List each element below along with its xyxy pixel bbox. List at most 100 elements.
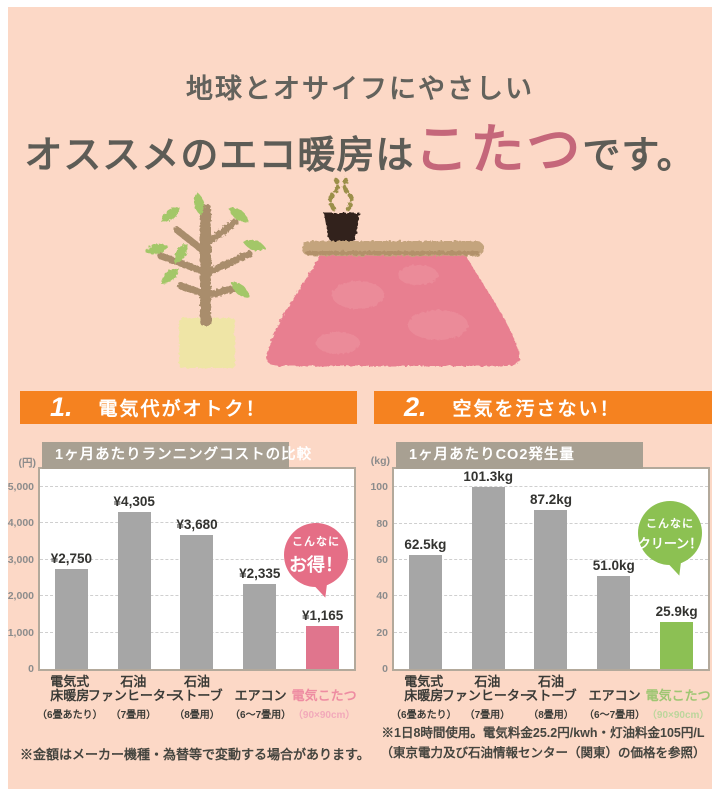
y-axis-tick: 5,000 [7, 480, 34, 493]
category-slot: 電気式 床暖房 （6畳あたり） [37, 674, 103, 722]
category-sublabel: （90×90cm） [292, 710, 356, 721]
chart1-title: 1ヶ月あたりランニングコストの比較 [55, 447, 313, 463]
bar [243, 583, 277, 669]
category-slot: 石油 ストーブ （8畳用） [165, 674, 229, 722]
category-label: エアコン [588, 688, 641, 703]
y-axis-tick: 80 [376, 517, 388, 530]
y-axis-tick: 4,000 [7, 517, 34, 530]
y-axis-tick: 100 [370, 481, 388, 494]
bar-value-label: 101.3kg [463, 469, 513, 484]
bars-row: 62.5kg 101.3kg 87.2kg 51.0kg 25.9kg [394, 469, 708, 669]
chart2-unit-label: (kg) [370, 455, 390, 467]
category-sublabel: （8畳用） [174, 710, 220, 721]
bar-slot: 87.2kg [520, 469, 583, 669]
headline-main: オススメのエコ暖房はこたつです。 [8, 105, 712, 184]
bar [534, 510, 568, 669]
bar-value-label: 87.2kg [529, 492, 572, 508]
section1-number: 1. [50, 392, 73, 422]
potted-plant-icon [145, 192, 267, 368]
category-slot: 石油 ファンヒーター （7畳用） [442, 675, 533, 722]
callout-bubble: こんなにお得！ [284, 523, 348, 600]
category-label: 電気式 床暖房 [404, 674, 444, 703]
bars-row: ¥2,750 ¥4,305 ¥3,680 ¥2,335 ¥1,165 [40, 469, 354, 669]
category-label: 石油 ファンヒーター [441, 674, 533, 703]
bar-value-label: 51.0kg [592, 558, 635, 574]
bar-value-label: 25.9kg [655, 603, 698, 619]
bar [471, 487, 505, 669]
cost-section: 1. 電気代がオトク！ 1ヶ月あたりランニングコストの比較 (円) 0 1,000… [8, 391, 370, 781]
category-sublabel: （90×90cm） [646, 710, 710, 721]
bar-slot: ¥4,305 [103, 469, 166, 669]
category-label: 電気こたつ [645, 688, 711, 703]
chart1-title-bar: 1ヶ月あたりランニングコストの比較 [42, 442, 311, 469]
category-slot: 電気式 床暖房 （6畳あたり） [391, 674, 457, 722]
bar [54, 568, 88, 669]
gridline [40, 485, 354, 487]
co2-footnote-line2: （東京電力及び石油情報センター（関東）の価格を参照） [380, 746, 706, 760]
kotatsu-icon [266, 177, 520, 366]
steam-icon [328, 177, 354, 212]
bar-slot: 25.9kg [645, 469, 708, 669]
category-sublabel: （7畳用） [464, 710, 511, 721]
chart2-title-bar: 1ヶ月あたりCO2発生量 [396, 442, 643, 469]
chart2-category-axis: 電気式 床暖房 （6畳あたり） 石油 ファンヒーター （7畳用） 石油 ストーブ （8畳用） エア… [391, 674, 711, 722]
category-sublabel: （8畳用） [528, 710, 574, 721]
bar-slot: 101.3kg [457, 469, 520, 669]
headline-highlight-kotatsu: こたつ [414, 120, 583, 180]
bar-slot: ¥3,680 [166, 469, 229, 669]
bar [660, 621, 694, 669]
bubble-line2: お得！ [289, 555, 343, 575]
category-label: 電気こたつ [291, 688, 357, 703]
category-label: 電気式 床暖房 [50, 674, 90, 703]
category-slot: 電気こたつ （90×90cm） [291, 675, 357, 722]
category-slot: 電気こたつ （90×90cm） [645, 675, 711, 722]
y-axis-tick: 3,000 [7, 553, 34, 566]
category-slot: 石油 ストーブ （8畳用） [519, 674, 583, 722]
section2-number: 2. [404, 392, 427, 422]
chart2-title: 1ヶ月あたりCO2発生量 [409, 447, 575, 463]
bar-value-label: ¥2,750 [50, 550, 93, 566]
category-label: 石油 ストーブ [171, 674, 223, 703]
co2-section: 2. 空気を汚さない！ 1ヶ月あたりCO2発生量 (kg) 0 20 40 60 80 1… [370, 391, 712, 781]
category-sublabel: （7畳用） [110, 710, 157, 721]
y-axis-tick: 40 [376, 590, 388, 603]
bar [408, 555, 442, 669]
y-axis-tick: 0 [28, 663, 34, 675]
co2-footnote: ※1日8時間使用。電気料金25.2円/kwh・灯油料金105円/L （東京電力及… [374, 723, 712, 763]
chart1-category-axis: 電気式 床暖房 （6畳あたり） 石油 ファンヒーター （7畳用） 石油 ストーブ （8畳用） エア… [37, 674, 357, 722]
gridline [40, 522, 354, 524]
bubble-line1: こんなに [292, 536, 340, 548]
category-slot: 石油 ファンヒーター （7畳用） [88, 675, 179, 722]
bar-value-label: ¥1,165 [301, 608, 344, 624]
section1-banner: 1. 電気代がオトク！ [20, 391, 357, 424]
cost-footnote: ※金額はメーカー機種・為替等で変動する場合があります。 [20, 747, 370, 762]
section1-title: 電気代がオトク！ [98, 399, 267, 420]
headline-suffix: です。 [582, 135, 696, 177]
chart1-plot-area: (円) 0 1,000 2,000 3,000 4,000 5,000 ¥2,750 ¥4,3… [8, 457, 356, 675]
y-axis-tick: 1,000 [7, 626, 34, 639]
teacup-icon [324, 213, 360, 242]
y-axis-tick: 2,000 [7, 590, 34, 603]
bar-value-label: ¥4,305 [113, 493, 155, 509]
category-sublabel: （6～7畳用） [230, 710, 292, 721]
bar [117, 511, 151, 669]
co2-footnote-line1: ※1日8時間使用。電気料金25.2円/kwh・灯油料金105円/L [381, 726, 705, 740]
category-label: 石油 ファンヒーター [87, 674, 179, 703]
bar [180, 534, 214, 669]
category-sublabel: （6畳あたり） [37, 710, 103, 721]
bar-slot: ¥2,750 [40, 469, 103, 669]
category-label: 石油 ストーブ [525, 674, 577, 703]
bar [306, 626, 340, 669]
chart2-plot-area: (kg) 0 20 40 60 80 100 62.5kg 101.3kg 87.2kg 51.0… [370, 455, 710, 675]
bubble-line2: クリーン！ [637, 535, 703, 551]
y-axis-tick: 20 [376, 626, 388, 639]
y-axis-tick: 60 [376, 553, 388, 566]
category-slot: エアコン （6～7畳用） [583, 675, 647, 722]
bar-value-label: 62.5kg [404, 537, 447, 553]
section2-banner: 2. 空気を汚さない！ [374, 391, 712, 424]
headline-top: 地球とオサイフにやさしい [186, 74, 534, 104]
callout-bubble: こんなに クリーン！ [637, 501, 703, 578]
bar-slot: ¥2,335 [228, 469, 291, 669]
gridline [394, 486, 708, 488]
bar [597, 576, 631, 669]
